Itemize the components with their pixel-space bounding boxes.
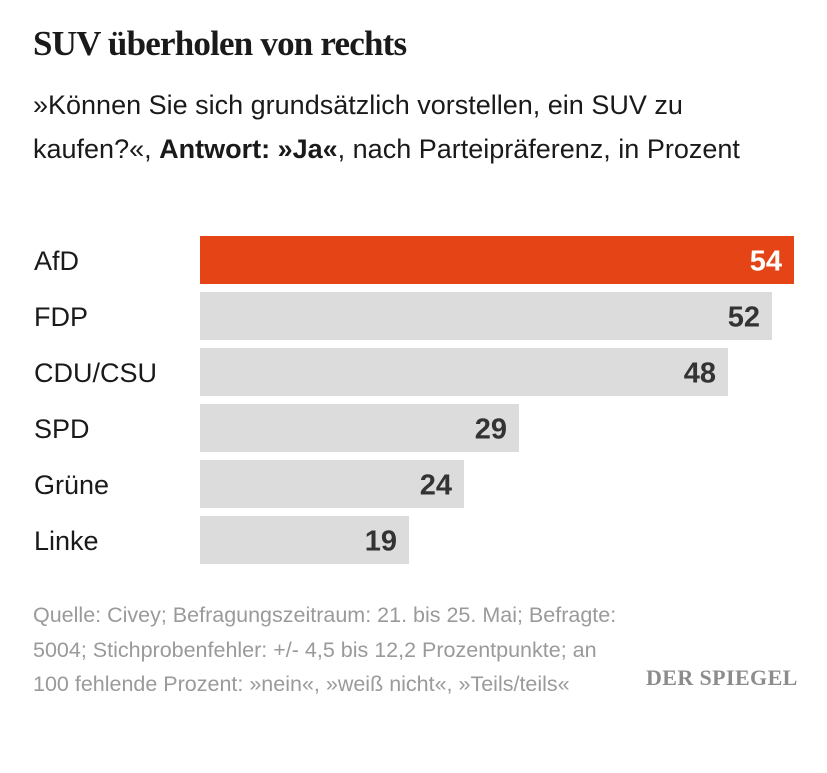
bar-gr-ne: [200, 460, 464, 508]
bar-spd: [200, 404, 519, 452]
bar-afd: [200, 236, 794, 284]
bar-cdu-csu: [200, 348, 728, 396]
category-label-fdp: FDP: [34, 302, 88, 332]
value-label-spd: 29: [475, 414, 507, 446]
bar-fdp: [200, 292, 772, 340]
value-label-fdp: 52: [728, 302, 760, 334]
chart-title: SUV überholen von rechts: [33, 24, 407, 63]
value-label-cdu-csu: 48: [684, 358, 716, 390]
subtitle-question: »Können Sie sich grundsätzlich vorstelle…: [33, 90, 683, 164]
category-label-linke: Linke: [34, 526, 99, 556]
source-note: Quelle: Civey; Befragungszeitraum: 21. b…: [33, 603, 617, 696]
bar-linke: [200, 516, 409, 564]
subtitle-grouping: , nach Parteipräferenz, in Prozent: [337, 134, 740, 164]
category-label-spd: SPD: [34, 414, 90, 444]
category-label-afd: AfD: [34, 246, 79, 276]
category-label-gr-ne: Grüne: [34, 470, 109, 500]
bar-chart: AfD 54 FDP 52 CDU/CSU 48 SPD 29 Grüne 24 Linke 19: [34, 236, 794, 564]
category-label-cdu-csu: CDU/CSU: [34, 358, 157, 388]
subtitle-answer: Antwort: »Ja«: [159, 134, 338, 164]
chart-subtitle: »Können Sie sich grundsätzlich vorstelle…: [33, 83, 793, 171]
value-label-afd: 54: [750, 246, 782, 278]
value-label-linke: 19: [365, 526, 397, 558]
spiegel-logo: DER SPIEGEL: [646, 665, 798, 690]
value-label-gr-ne: 24: [420, 470, 452, 502]
